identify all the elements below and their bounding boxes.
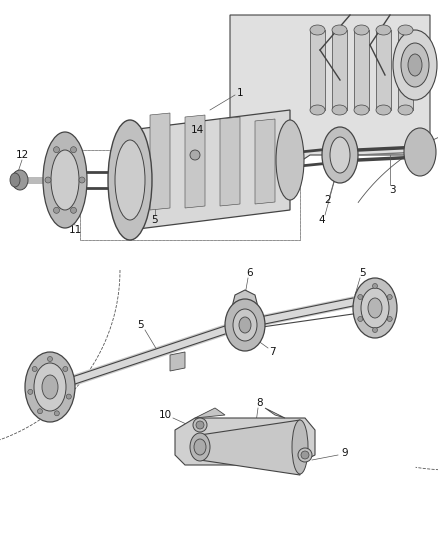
Ellipse shape	[118, 145, 142, 215]
Ellipse shape	[398, 25, 413, 35]
Text: 8: 8	[257, 398, 263, 408]
Ellipse shape	[358, 317, 363, 321]
Ellipse shape	[10, 173, 20, 187]
Ellipse shape	[310, 25, 325, 35]
Ellipse shape	[332, 105, 347, 115]
Ellipse shape	[398, 105, 413, 115]
Text: 5: 5	[152, 215, 158, 225]
Ellipse shape	[79, 177, 85, 183]
Bar	[354, 30, 369, 110]
Ellipse shape	[239, 317, 251, 333]
Ellipse shape	[71, 207, 77, 213]
Text: 11: 11	[68, 225, 81, 235]
Ellipse shape	[292, 420, 308, 474]
Ellipse shape	[28, 390, 33, 394]
Ellipse shape	[190, 150, 200, 160]
Text: 3: 3	[389, 185, 396, 195]
Ellipse shape	[298, 448, 312, 462]
Ellipse shape	[32, 367, 37, 372]
Ellipse shape	[387, 295, 392, 300]
Polygon shape	[175, 418, 315, 465]
Ellipse shape	[387, 317, 392, 321]
Polygon shape	[200, 420, 300, 475]
Ellipse shape	[54, 411, 59, 416]
Ellipse shape	[45, 177, 51, 183]
Ellipse shape	[194, 439, 206, 455]
Ellipse shape	[108, 120, 152, 240]
Polygon shape	[230, 15, 430, 175]
Bar	[310, 30, 325, 110]
Bar	[332, 30, 347, 110]
Text: 2: 2	[325, 195, 331, 205]
Text: 13: 13	[57, 148, 70, 158]
Ellipse shape	[53, 147, 60, 152]
Ellipse shape	[301, 451, 309, 459]
Ellipse shape	[53, 207, 60, 213]
Ellipse shape	[376, 25, 391, 35]
Ellipse shape	[404, 128, 436, 176]
Ellipse shape	[354, 105, 369, 115]
Ellipse shape	[43, 132, 87, 228]
Polygon shape	[230, 290, 260, 315]
Ellipse shape	[401, 43, 429, 87]
Text: 9: 9	[342, 448, 348, 458]
Ellipse shape	[225, 299, 265, 351]
Ellipse shape	[38, 409, 42, 414]
Polygon shape	[130, 110, 290, 230]
Ellipse shape	[63, 367, 68, 372]
Ellipse shape	[51, 150, 79, 210]
Ellipse shape	[322, 127, 358, 183]
Polygon shape	[195, 408, 225, 418]
Polygon shape	[150, 113, 170, 210]
Ellipse shape	[361, 288, 389, 328]
Bar	[376, 30, 391, 110]
Ellipse shape	[368, 298, 382, 318]
Ellipse shape	[47, 357, 53, 361]
Ellipse shape	[408, 54, 422, 76]
Text: 5: 5	[137, 320, 143, 330]
Polygon shape	[220, 117, 240, 206]
Ellipse shape	[42, 375, 58, 399]
Ellipse shape	[330, 137, 350, 173]
Ellipse shape	[233, 309, 257, 341]
Ellipse shape	[353, 278, 397, 338]
Ellipse shape	[393, 30, 437, 100]
Ellipse shape	[12, 170, 28, 190]
Text: 7: 7	[268, 347, 276, 357]
Ellipse shape	[66, 394, 71, 399]
Polygon shape	[170, 352, 185, 371]
Text: 12: 12	[15, 150, 28, 160]
Ellipse shape	[112, 128, 148, 232]
Ellipse shape	[310, 105, 325, 115]
Polygon shape	[185, 115, 205, 208]
Bar	[398, 30, 413, 110]
Ellipse shape	[193, 418, 207, 432]
Ellipse shape	[372, 327, 378, 333]
Ellipse shape	[354, 25, 369, 35]
Ellipse shape	[372, 284, 378, 288]
Polygon shape	[265, 408, 285, 418]
Text: 1: 1	[237, 88, 244, 98]
Ellipse shape	[358, 295, 363, 300]
Text: 14: 14	[191, 125, 204, 135]
Ellipse shape	[276, 120, 304, 200]
Ellipse shape	[332, 25, 347, 35]
Ellipse shape	[25, 352, 75, 422]
Ellipse shape	[376, 105, 391, 115]
Ellipse shape	[71, 147, 77, 152]
Polygon shape	[255, 119, 275, 204]
Text: 4: 4	[319, 215, 325, 225]
Ellipse shape	[34, 363, 66, 411]
Ellipse shape	[190, 433, 210, 461]
Text: 6: 6	[247, 268, 253, 278]
Ellipse shape	[196, 421, 204, 429]
Text: 10: 10	[159, 410, 172, 420]
Text: 5: 5	[360, 268, 366, 278]
Ellipse shape	[115, 140, 145, 220]
